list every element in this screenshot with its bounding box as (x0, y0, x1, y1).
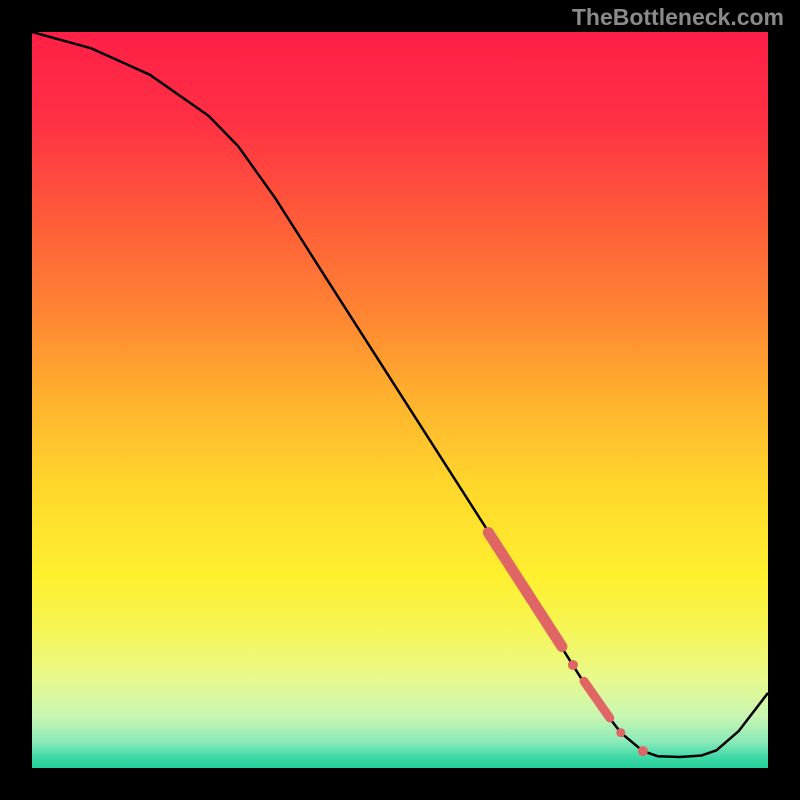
bottleneck-curve (32, 32, 768, 757)
watermark-text: TheBottleneck.com (572, 4, 784, 31)
bottleneck-chart: TheBottleneck.com (0, 0, 800, 800)
marker-band (488, 532, 562, 646)
marker-dot (568, 660, 578, 670)
marker-dot (616, 728, 625, 737)
marker-dot (638, 746, 648, 756)
plot-svg (0, 0, 800, 800)
marker-band (584, 681, 610, 718)
